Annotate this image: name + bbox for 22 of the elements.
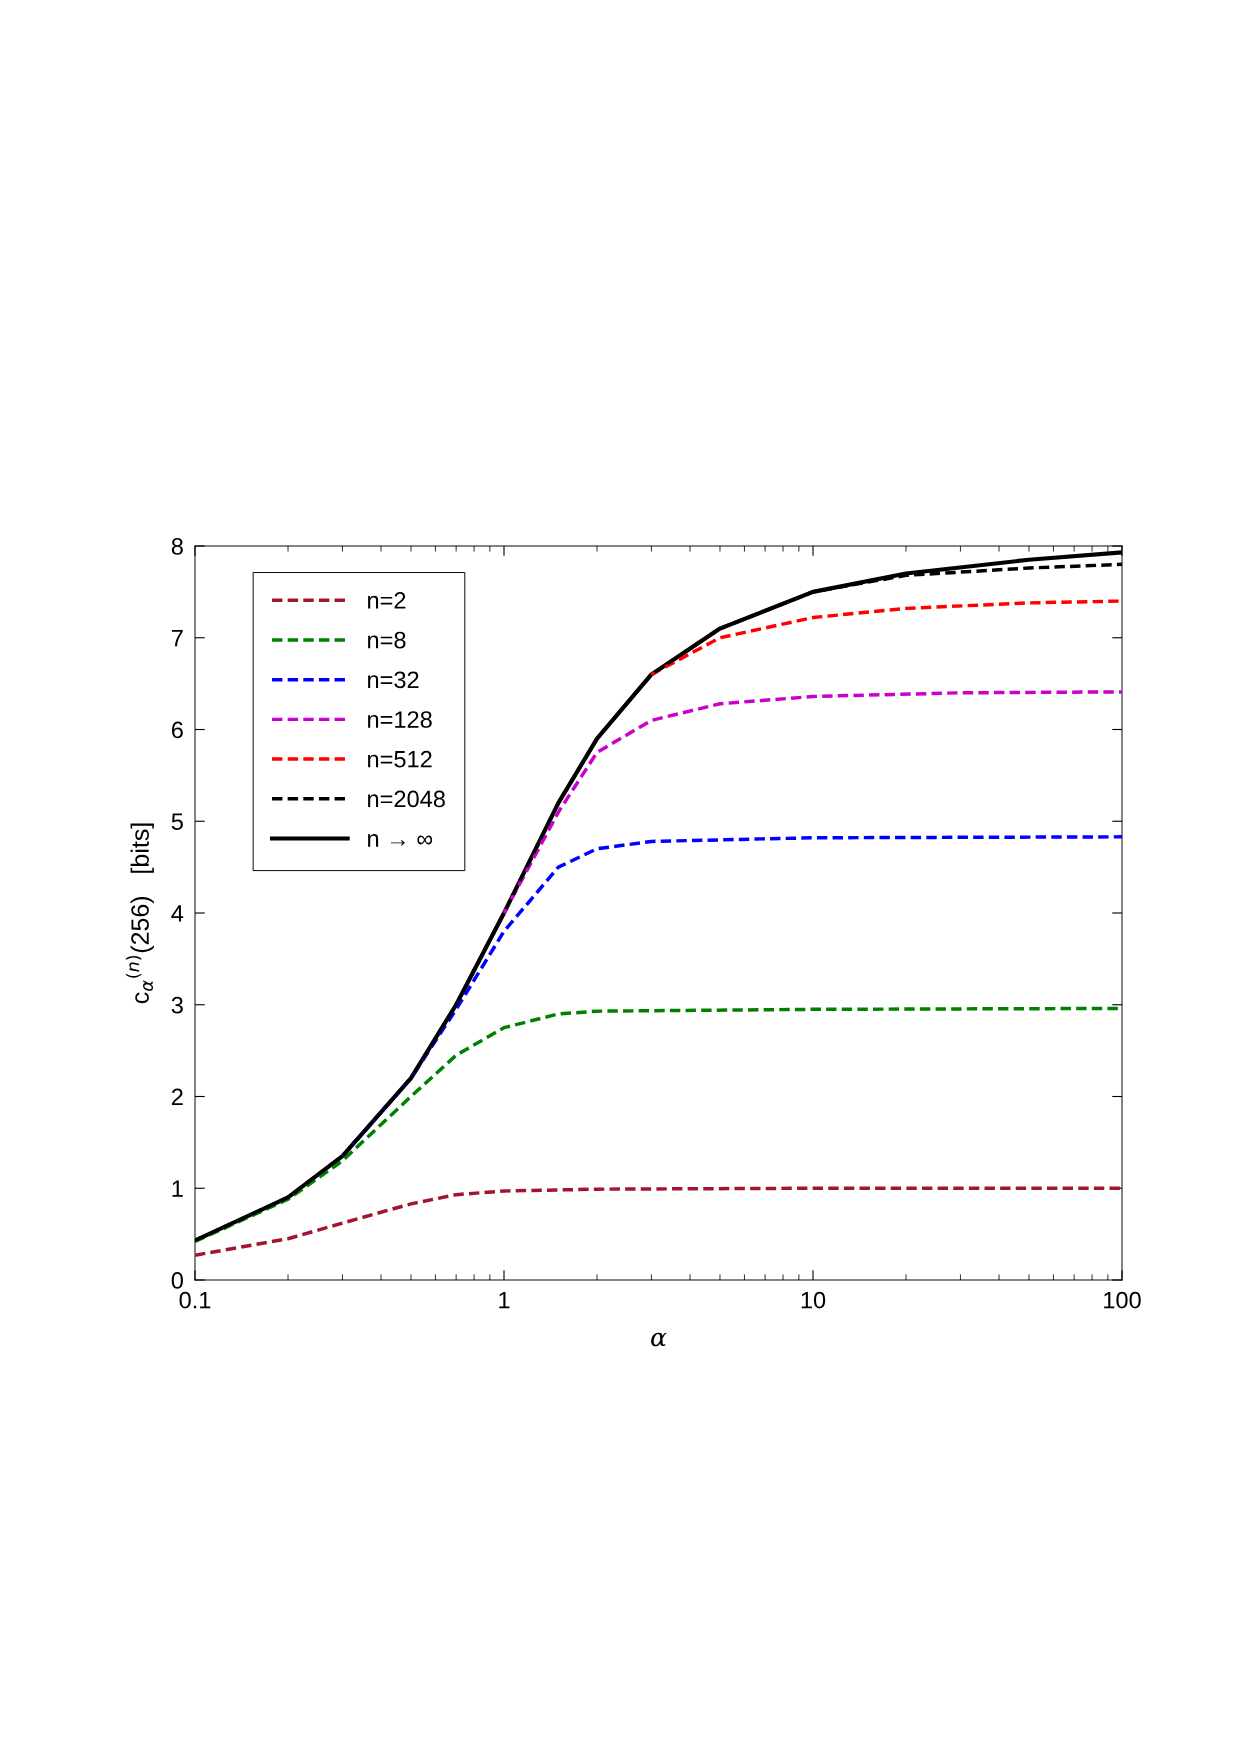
y-axis-title: c$_{α}$$^{(n)}$(256) [bits] (125, 823, 154, 1004)
x-tick-label: 1 (499, 1291, 510, 1309)
legend-label: n=512 (368, 750, 432, 768)
x-tick-label: 100 (1104, 1291, 1141, 1309)
y-tick-label: 5 (171, 813, 183, 831)
x-tick-label: 10 (801, 1291, 826, 1309)
legend-label: n=128 (368, 711, 432, 728)
y-tick-label: 1 (172, 1180, 183, 1197)
y-tick-label: 8 (171, 538, 183, 555)
legend-label: n=2 (368, 592, 406, 609)
y-tick-label: 2 (171, 1088, 183, 1106)
y-tick-label: 4 (171, 905, 184, 922)
y-tick-label: 7 (171, 630, 183, 647)
x-axis-title: α (651, 1332, 667, 1347)
legend-label: n=32 (368, 671, 419, 689)
y-tick-label: 3 (171, 996, 183, 1014)
x-tick-label: 0.1 (179, 1291, 211, 1309)
legend-label: n=8 (368, 631, 406, 649)
y-tick-label: 0 (171, 1272, 183, 1289)
legend-label: n=2048 (368, 790, 445, 808)
y-tick-label: 6 (171, 721, 183, 739)
legend-label: n → ∞ (368, 834, 433, 847)
